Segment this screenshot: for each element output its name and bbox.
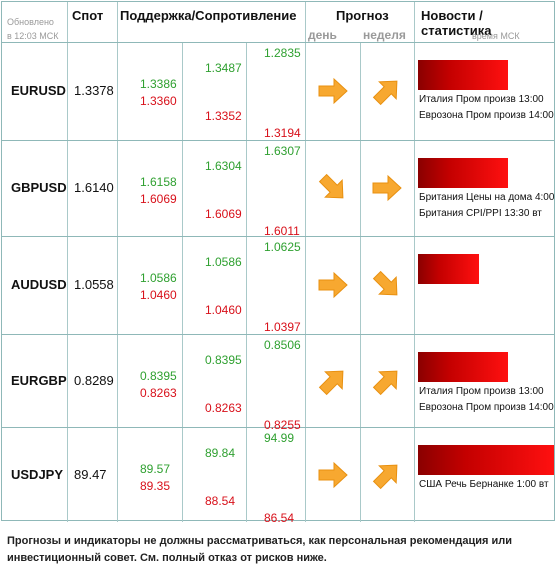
resistance-level: 0.8263 [205,401,242,415]
resistance-level: 86.54 [264,511,295,525]
forecast-header: Прогноз [336,8,389,23]
support-level: 1.0625 [264,240,301,254]
news-time-header: время МСК [472,31,520,41]
row-divider [2,334,554,335]
row-divider [2,42,554,43]
col-divider [67,2,68,522]
pair-name: GBPUSD [11,180,67,195]
col-divider [414,2,415,522]
support-level: 0.8395 [140,369,177,383]
resistance-level: 1.6011 [264,224,300,238]
forecast-day-header: день [308,28,337,42]
week-forecast-arrow-icon [370,458,404,492]
spot-price: 1.6140 [74,180,114,195]
day-forecast-arrow-icon [316,268,350,302]
col-divider [246,42,247,522]
support-level: 1.3386 [140,77,177,91]
news-header: Новости / статистика [421,8,492,38]
resistance-level: 0.8255 [264,418,301,432]
support-level: 0.8506 [264,338,301,352]
resistance-level: 0.8263 [140,386,177,400]
forecast-week-header: неделя [363,28,406,42]
col-divider [305,2,306,522]
sentiment-bar [418,158,508,188]
support-level: 1.6307 [264,144,301,158]
spot-price: 0.8289 [74,372,114,388]
resistance-level: 1.3352 [205,109,242,123]
support-level: 89.84 [205,446,236,460]
updated-time: в 12:03 МСК [7,31,59,41]
spot-price: 1.3378 [74,83,114,98]
support-level: 1.0586 [205,255,242,269]
spot-price: 1.0558 [74,277,114,292]
spot-header: Спот [72,8,104,23]
news-item[interactable]: Британия Цены на дома 4:00 [419,192,555,203]
news-item[interactable]: Италия Пром произв 13:00 [419,386,544,397]
support-level: 1.2835 [264,46,301,60]
pair-name: USDJPY [11,466,64,482]
support-level: 0.8395 [205,353,242,367]
support-level: 94.99 [264,431,295,445]
sentiment-bar [418,60,508,90]
week-forecast-arrow-icon [370,74,404,108]
week-forecast-arrow-icon [370,268,404,302]
resistance-level: 1.3194 [264,126,301,140]
forex-forecast-table: Обновлено в 12:03 МСК Спот Поддержка/Соп… [1,1,555,525]
pair-name: EURGBP [11,372,67,388]
support-level: 89.57 [140,462,171,476]
sentiment-bar [418,445,554,475]
row-divider [2,140,554,141]
news-item[interactable]: Еврозона Пром произв 14:00 [419,110,554,121]
support-resistance-header: Поддержка/Сопротивление [120,8,297,23]
resistance-level: 88.54 [205,494,236,508]
col-divider [117,2,118,522]
row-divider [2,427,554,428]
support-level: 1.0586 [140,271,177,285]
news-item[interactable]: США Речь Бернанке 1:00 вт [419,479,549,490]
news-item[interactable]: Британия CPI/PPI 13:30 вт [419,208,542,219]
updated-label: Обновлено [7,17,54,27]
week-forecast-arrow-icon [370,171,404,205]
pair-name: AUDUSD [11,277,67,292]
row-divider [2,236,554,237]
col-divider [182,42,183,522]
resistance-level: 1.3360 [140,94,177,108]
day-forecast-arrow-icon [316,458,350,492]
support-level: 1.6158 [140,175,177,189]
resistance-level: 1.0397 [264,320,301,334]
news-item[interactable]: Италия Пром произв 13:00 [419,94,544,105]
resistance-level: 1.6069 [140,192,177,206]
resistance-level: 89.35 [140,479,171,493]
sentiment-bar [418,254,479,284]
news-item[interactable]: Еврозона Пром произв 14:00 [419,402,554,413]
support-level: 1.3487 [205,61,242,75]
disclaimer-text: Прогнозы и индикаторы не должны рассматр… [7,535,513,564]
day-forecast-arrow-icon [316,364,350,398]
day-forecast-arrow-icon [316,74,350,108]
week-forecast-arrow-icon [370,364,404,398]
pair-name: EURUSD [11,83,66,98]
day-forecast-arrow-icon [316,171,350,205]
spot-price: 89.47 [74,466,107,482]
sentiment-bar [418,352,508,382]
col-divider [360,42,361,522]
resistance-level: 1.0460 [205,303,242,317]
resistance-level: 1.0460 [140,288,177,302]
resistance-level: 1.6069 [205,207,242,221]
support-level: 1.6304 [205,159,242,173]
